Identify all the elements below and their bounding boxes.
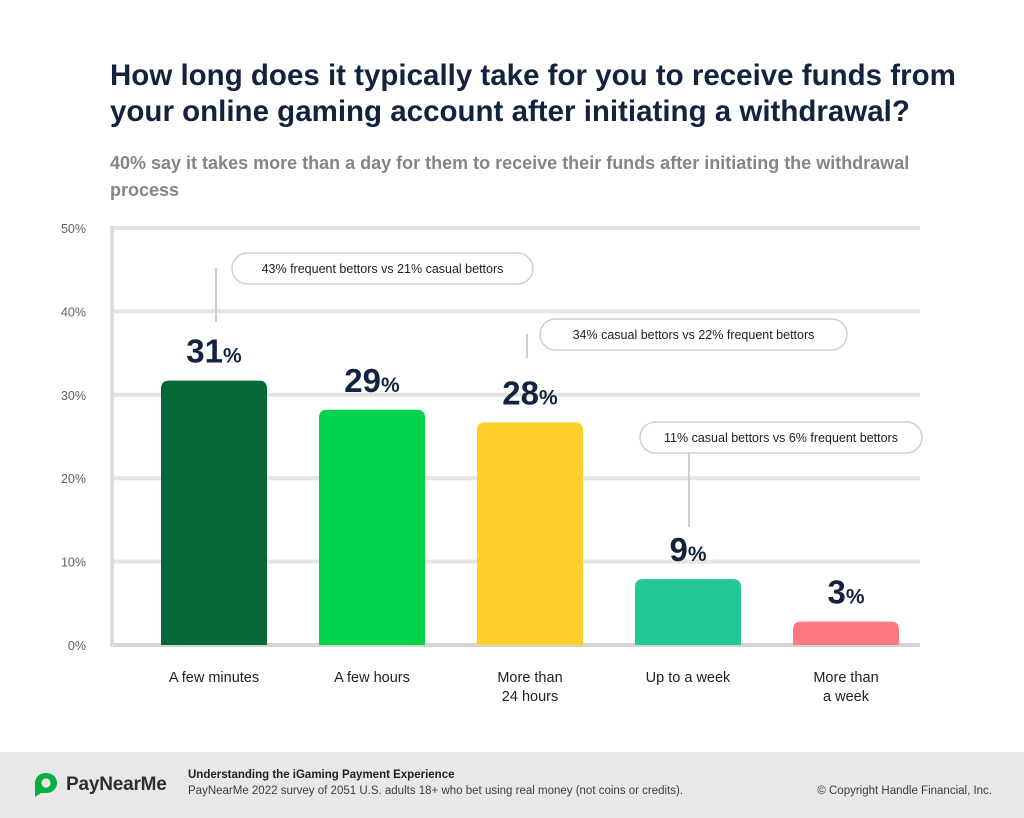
y-tick-label: 40% [61, 305, 86, 319]
source-title: Understanding the iGaming Payment Experi… [188, 769, 455, 781]
value-label: 3% [827, 574, 864, 611]
chart-subtitle: 40% say it takes more than a day for the… [110, 153, 910, 200]
y-tick-label: 0% [68, 639, 86, 653]
value-label: 28% [502, 374, 558, 411]
y-tick-label: 10% [61, 556, 86, 570]
bar [161, 380, 267, 645]
x-axis-labels: A few minutes A few hours More than 24 hour… [169, 670, 879, 705]
bar [793, 621, 899, 645]
brand-logo[interactable]: PayNearMe [34, 772, 167, 798]
brand-name: PayNearMe [66, 774, 167, 795]
value-label: 9% [669, 531, 706, 568]
x-tick-label: Up to a week [646, 670, 731, 686]
annotation-bubble [231, 252, 534, 285]
value-label: 29% [344, 362, 400, 399]
copyright: © Copyright Handle Financial, Inc. [817, 785, 992, 797]
x-tick-label: a week [823, 689, 870, 705]
annotation-bubble [639, 421, 923, 454]
y-tick-label: 20% [61, 472, 86, 486]
annotation-bubble [539, 318, 848, 351]
source-description: PayNearMe 2022 survey of 2051 U.S. adult… [188, 785, 684, 797]
bar [635, 579, 741, 645]
x-tick-label: More than [813, 670, 878, 686]
bar [319, 409, 425, 645]
x-tick-label: More than [497, 670, 562, 686]
x-tick-label: A few minutes [169, 670, 259, 686]
chart-title: How long does it typically take for you … [110, 59, 956, 128]
y-tick-label: 50% [61, 222, 86, 236]
annotation-text: 11% casual bettors vs 6% frequent bettor… [664, 431, 898, 445]
x-tick-label: A few hours [334, 670, 410, 686]
value-labels: 31% 29% 28% 9% 3% [186, 333, 865, 611]
footer: PayNearMe Understanding the iGaming Paym… [0, 752, 1024, 818]
value-label: 31% [186, 333, 242, 370]
bar-chart: 0% 10% 20% 30% 40% 50% 43% frequent bettors v… [61, 222, 923, 705]
bars [161, 380, 899, 645]
y-axis-ticks: 0% 10% 20% 30% 40% 50% [61, 222, 86, 653]
x-tick-label: 24 hours [502, 689, 558, 705]
paynearme-logo-icon [35, 773, 57, 797]
y-tick-label: 30% [61, 389, 86, 403]
annotations: 43% frequent bettors vs 21% casual betto… [215, 252, 923, 527]
annotation-text: 34% casual bettors vs 22% frequent betto… [573, 328, 815, 342]
bar [477, 422, 583, 645]
annotation-text: 43% frequent bettors vs 21% casual betto… [262, 262, 504, 276]
